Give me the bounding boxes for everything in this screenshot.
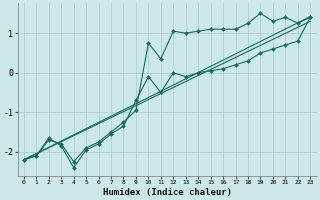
X-axis label: Humidex (Indice chaleur): Humidex (Indice chaleur): [103, 188, 232, 197]
